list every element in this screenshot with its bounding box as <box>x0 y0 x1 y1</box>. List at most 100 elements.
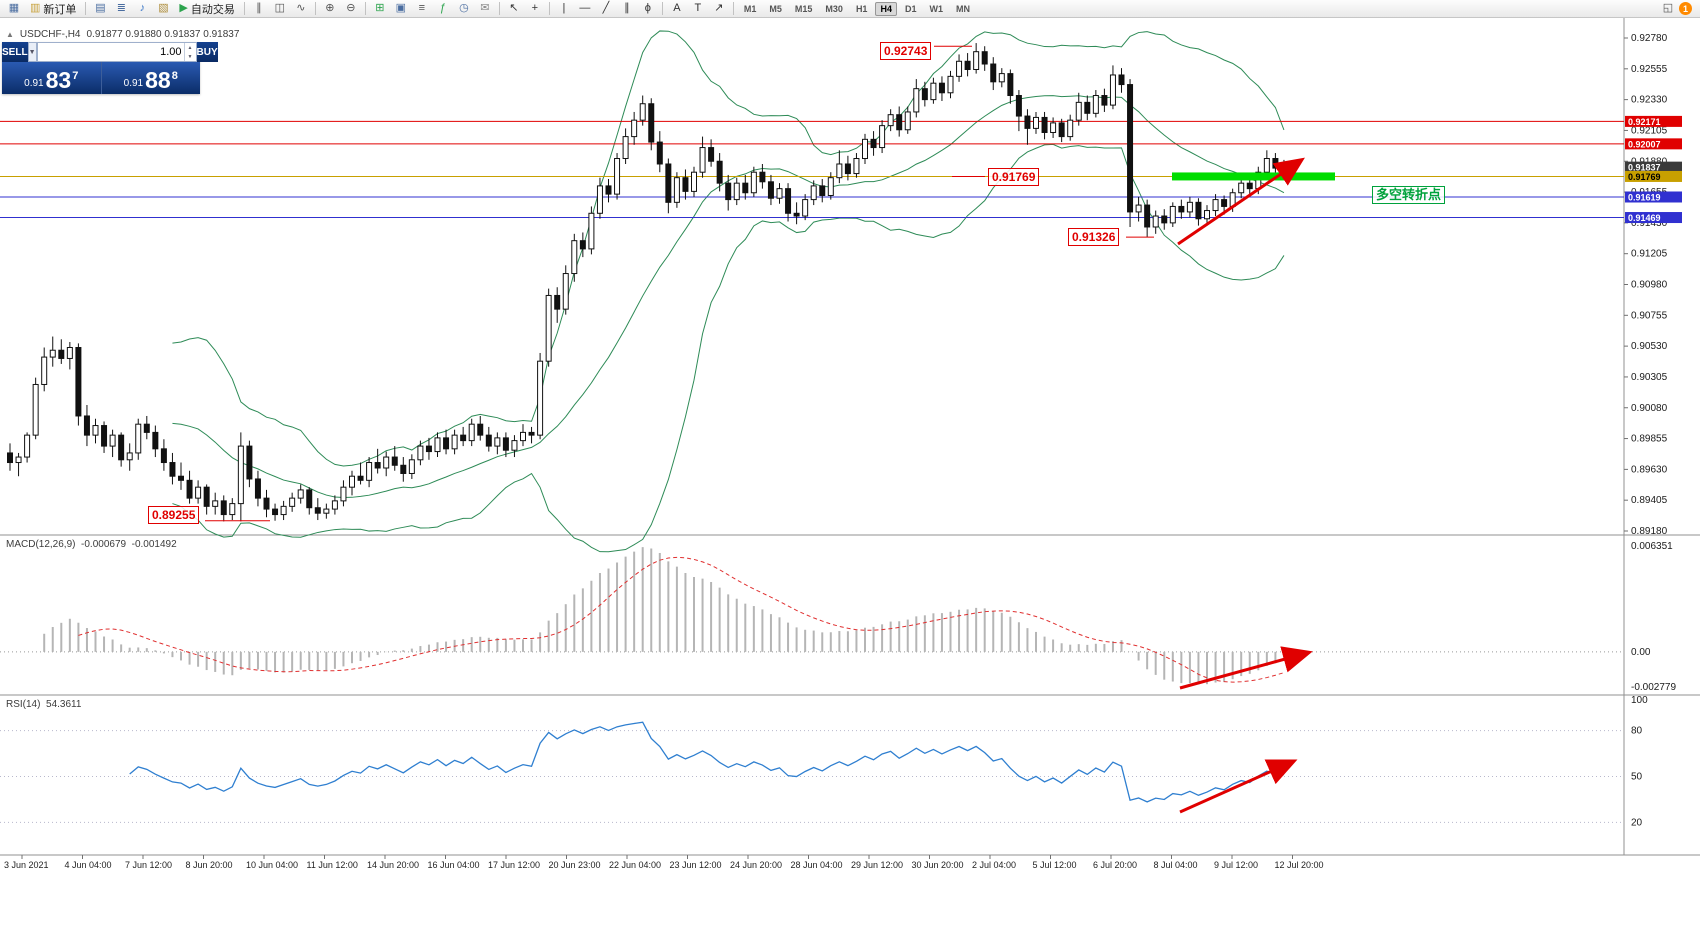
volume-stepper[interactable]: ▲ ▼ <box>183 43 196 61</box>
order-type-dropdown[interactable]: ▼ <box>27 42 37 62</box>
sound-icon[interactable]: ♪ <box>132 1 152 16</box>
sell-button[interactable]: SELL <box>2 42 28 62</box>
volume-input[interactable] <box>37 43 184 61</box>
horizontal-lines-layer <box>0 120 1624 219</box>
toolbar-separator <box>364 2 366 15</box>
fibonacci-icon[interactable]: ϕ <box>638 1 658 16</box>
timeframe-d1-button[interactable]: D1 <box>904 3 917 14</box>
svg-text:0.89630: 0.89630 <box>1631 464 1668 475</box>
svg-text:0.92780: 0.92780 <box>1631 33 1668 44</box>
svg-text:0.92330: 0.92330 <box>1631 95 1668 106</box>
arrow-objects-icon[interactable]: ↗ <box>709 1 729 16</box>
fibonacci-icon: ϕ <box>644 2 651 14</box>
files-icon: ▧ <box>158 2 169 14</box>
charts-grid-icon: ▤ <box>95 2 106 14</box>
indicator-list-icon[interactable]: ≡ <box>412 1 432 16</box>
annotation-low-91326[interactable]: 0.91326 <box>1068 228 1120 246</box>
rsi-value: 54.3611 <box>46 699 82 710</box>
main-toolbar: ▦ ▥ 新订单 ▤ ≣ ♪ ▧ ▶ 自动交易 ∥ ◫ ∿ ⊕ ⊖ ⊞ ▣ ≡ ƒ ◷ ✉ ↖ + | — ╱ ∥ ϕ A T ↗ M1 M5 M… <box>0 0 1700 18</box>
autotrading-button-label: 自动交易 <box>190 3 235 16</box>
mail-icon[interactable]: ✉ <box>475 1 495 16</box>
horizontal-line-icon[interactable]: — <box>575 1 595 16</box>
vertical-line-icon[interactable]: | <box>554 1 574 16</box>
timeframe-w1-button[interactable]: W1 <box>929 3 943 14</box>
text-icon[interactable]: A <box>667 1 687 16</box>
text-icon: A <box>673 2 681 14</box>
timeframe-m1-button[interactable]: M1 <box>743 3 757 14</box>
collapse-one-click-icon[interactable]: ▲ <box>6 30 14 39</box>
market-depth-icon[interactable]: ≣ <box>111 1 131 16</box>
zoom-in-icon[interactable]: ⊕ <box>320 1 340 16</box>
macd-signal-value: -0.001492 <box>131 539 177 550</box>
chart-window-icon[interactable]: ▦ <box>4 1 24 16</box>
macd-name: MACD(12,26,9) <box>6 539 76 550</box>
timeframe-m30-button[interactable]: M30 <box>825 3 843 14</box>
bollinger-bands-layer <box>172 30 1285 553</box>
annotation-low-89255[interactable]: 0.89255 <box>148 506 200 524</box>
tile-windows-icon[interactable]: ⊞ <box>370 1 390 16</box>
arrange-windows-icon[interactable]: ▣ <box>391 1 411 16</box>
svg-text:0.91205: 0.91205 <box>1631 249 1668 260</box>
autotrading-button-icon: ▶ <box>179 2 188 14</box>
label-icon[interactable]: T <box>688 1 708 16</box>
trade-panel-controls: SELL ▼ ▲ ▼ BUY <box>2 42 218 62</box>
notification-badge[interactable]: 1 <box>1679 2 1692 15</box>
note-turning-point[interactable]: 多空转折点 <box>1372 186 1446 204</box>
step-down-icon[interactable]: ▼ <box>187 53 193 60</box>
annotation-high-92743[interactable]: 0.92743 <box>880 42 932 60</box>
symbol-info-bar: ▲ USDCHF-,H4 0.91877 0.91880 0.91837 0.9… <box>6 29 239 40</box>
timeframe-m5-button[interactable]: M5 <box>769 3 782 14</box>
period-icon[interactable]: ◷ <box>454 1 474 16</box>
arrange-windows-icon: ▣ <box>395 2 407 14</box>
svg-text:14 Jun 20:00: 14 Jun 20:00 <box>367 860 419 870</box>
toolbar-separator <box>548 2 550 15</box>
chart-window: 0.927800.925550.923300.921050.918800.916… <box>0 18 1700 942</box>
timeframe-h4-button[interactable]: H4 <box>875 1 897 16</box>
fullscreen-icon[interactable]: ◱ <box>1658 1 1678 16</box>
buy-price[interactable]: 0.91 88 8 <box>102 62 201 94</box>
line-chart-icon[interactable]: ∿ <box>291 1 311 16</box>
timeframe-mn-button[interactable]: MN <box>955 3 970 14</box>
sell-price[interactable]: 0.91 83 7 <box>2 62 102 94</box>
buy-button[interactable]: BUY <box>196 42 218 62</box>
cursor-icon[interactable]: ↖ <box>504 1 524 16</box>
sell-price-point: 7 <box>72 70 79 82</box>
svg-text:20: 20 <box>1631 817 1643 828</box>
zoom-out-icon[interactable]: ⊖ <box>341 1 361 16</box>
macd-layer: 0.006351 0.00 -0.002779 <box>0 541 1676 693</box>
crosshair-icon[interactable]: + <box>525 1 545 16</box>
autotrading-button[interactable]: ▶ 自动交易 <box>174 1 239 16</box>
svg-text:2 Jul 04:00: 2 Jul 04:00 <box>972 860 1016 870</box>
add-indicator-icon: ƒ <box>439 2 446 14</box>
cursor-icon: ↖ <box>509 2 519 14</box>
timeframe-m15-button[interactable]: M15 <box>794 3 813 14</box>
annotation-level-91769[interactable]: 0.91769 <box>988 168 1040 186</box>
svg-text:0.92105: 0.92105 <box>1631 125 1668 136</box>
macd-value: -0.000679 <box>81 539 127 550</box>
svg-text:100: 100 <box>1631 695 1648 706</box>
bar-chart-icon: ∥ <box>256 2 262 14</box>
trendline-icon[interactable]: ╱ <box>596 1 616 16</box>
new-order-button[interactable]: ▥ 新订单 <box>25 1 81 16</box>
zoom-in-icon: ⊕ <box>325 2 335 14</box>
bar-chart-icon[interactable]: ∥ <box>249 1 269 16</box>
timeframe-h1-button[interactable]: H1 <box>855 3 868 14</box>
vertical-line-icon: | <box>562 2 566 14</box>
highlight-layer <box>1172 172 1335 181</box>
time-axis: 3 Jun 2021 4 Jun 04:00 7 Jun 12:00 8 Jun 20… <box>4 855 1324 870</box>
svg-text:16 Jun 04:00: 16 Jun 04:00 <box>428 860 480 870</box>
symbol-title: USDCHF-,H4 <box>19 29 81 40</box>
channel-icon[interactable]: ∥ <box>617 1 637 16</box>
toolbar-separator <box>498 2 500 15</box>
add-indicator-icon[interactable]: ƒ <box>433 1 453 16</box>
chart-area[interactable]: 0.927800.925550.923300.921050.918800.916… <box>0 18 1700 942</box>
svg-text:0.90080: 0.90080 <box>1631 403 1668 414</box>
svg-text:5 Jul 12:00: 5 Jul 12:00 <box>1033 860 1077 870</box>
rsi-layer: 100 80 50 20 <box>0 695 1648 828</box>
files-icon[interactable]: ▧ <box>153 1 173 16</box>
step-up-icon[interactable]: ▲ <box>187 44 193 51</box>
price-axis: 0.927800.925550.923300.921050.918800.916… <box>1624 33 1682 537</box>
charts-grid-icon[interactable]: ▤ <box>90 1 110 16</box>
svg-text:6 Jul 20:00: 6 Jul 20:00 <box>1093 860 1137 870</box>
candlestick-chart-icon[interactable]: ◫ <box>270 1 290 16</box>
